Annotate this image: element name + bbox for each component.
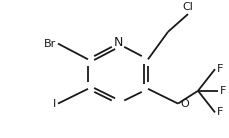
Text: F: F bbox=[216, 64, 222, 74]
Text: N: N bbox=[113, 36, 122, 49]
Text: F: F bbox=[219, 86, 225, 96]
Text: F: F bbox=[216, 108, 222, 117]
Text: Br: Br bbox=[44, 39, 56, 49]
Text: Cl: Cl bbox=[182, 2, 193, 12]
Text: I: I bbox=[52, 99, 56, 109]
Text: O: O bbox=[179, 99, 188, 109]
